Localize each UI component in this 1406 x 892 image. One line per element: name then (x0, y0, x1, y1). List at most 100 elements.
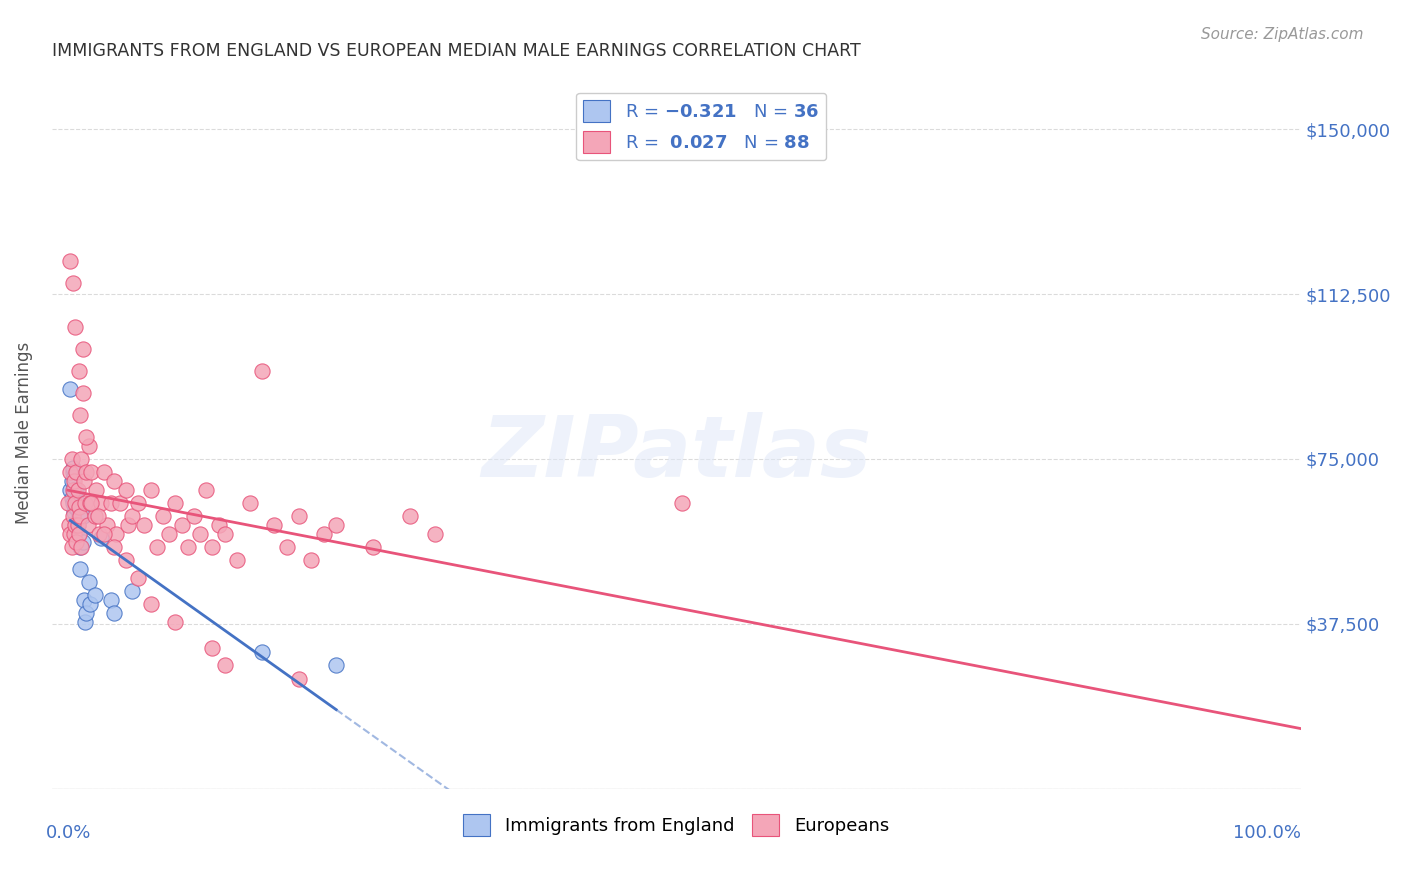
Point (250, 364, 273, 378)
Point (288, 509, 311, 524)
Point (67, 526, 90, 541)
Point (75, 606, 97, 620)
Point (69, 408, 91, 422)
Point (325, 517, 347, 532)
Point (139, 483, 162, 497)
Point (103, 540, 125, 554)
Point (66, 496, 89, 510)
Point (134, 517, 156, 532)
Point (121, 509, 143, 524)
Point (59, 526, 82, 541)
Point (72, 342, 94, 356)
Point (62, 276, 84, 290)
Point (299, 553, 322, 567)
Point (671, 496, 693, 510)
Point (121, 583, 143, 598)
Point (63, 505, 86, 519)
Point (65, 465, 87, 479)
Point (103, 474, 125, 488)
Point (84, 483, 107, 497)
Point (75, 465, 97, 479)
Point (59, 382, 82, 396)
Point (62, 483, 84, 497)
Point (108, 496, 131, 510)
Point (208, 517, 231, 532)
Point (87, 526, 110, 541)
Point (80, 465, 103, 479)
Point (103, 606, 125, 620)
Point (69, 562, 91, 576)
Point (66, 517, 89, 532)
Point (60, 474, 83, 488)
Point (84, 509, 107, 524)
Point (117, 517, 139, 532)
Point (214, 526, 236, 541)
Point (73, 474, 96, 488)
Point (66, 483, 89, 497)
Point (60, 540, 83, 554)
Point (65, 517, 87, 532)
Point (63, 469, 86, 483)
Point (80, 496, 103, 510)
Text: ZIPatlas: ZIPatlas (481, 412, 872, 495)
Point (65, 526, 87, 541)
Point (201, 540, 224, 554)
Point (183, 509, 205, 524)
Point (60, 491, 83, 506)
Point (62, 496, 84, 510)
Point (100, 592, 122, 607)
Point (65, 483, 87, 497)
Text: Source: ZipAtlas.com: Source: ZipAtlas.com (1201, 27, 1364, 42)
Point (65, 496, 87, 510)
Point (100, 496, 122, 510)
Point (72, 386, 94, 401)
Point (69, 540, 91, 554)
Point (56, 496, 79, 510)
Point (72, 509, 94, 524)
Text: IMMIGRANTS FROM ENGLAND VS EUROPEAN MEDIAN MALE EARNINGS CORRELATION CHART: IMMIGRANTS FROM ENGLAND VS EUROPEAN MEDI… (52, 42, 860, 60)
Point (152, 509, 174, 524)
Point (76, 517, 98, 532)
Point (59, 483, 82, 497)
Point (226, 553, 249, 567)
Point (59, 465, 82, 479)
Point (70, 540, 93, 554)
Point (60, 451, 83, 466)
Text: 100.0%: 100.0% (1233, 824, 1301, 842)
Point (62, 465, 84, 479)
Point (288, 672, 311, 686)
Point (75, 430, 97, 444)
Point (93, 465, 115, 479)
Point (399, 509, 422, 524)
Point (75, 615, 97, 629)
Point (115, 553, 138, 567)
Point (63, 483, 86, 497)
Point (73, 592, 96, 607)
Point (65, 500, 87, 515)
Point (263, 517, 285, 532)
Point (59, 254, 82, 268)
Point (361, 540, 384, 554)
Point (67, 526, 90, 541)
Point (58, 517, 80, 532)
Point (90, 496, 112, 510)
Point (325, 658, 347, 673)
Point (170, 517, 193, 532)
Point (65, 487, 87, 501)
Point (70, 451, 93, 466)
Point (105, 526, 128, 541)
Point (84, 588, 107, 602)
Point (79, 597, 101, 611)
Point (127, 571, 149, 585)
Point (214, 658, 236, 673)
Point (165, 496, 187, 510)
Legend: Immigrants from England, Europeans: Immigrants from England, Europeans (456, 807, 897, 844)
Point (65, 320, 87, 334)
Point (157, 526, 180, 541)
Point (79, 496, 101, 510)
Point (65, 535, 87, 549)
Point (66, 517, 89, 532)
Point (139, 597, 162, 611)
Point (65, 500, 87, 515)
Point (62, 509, 84, 524)
